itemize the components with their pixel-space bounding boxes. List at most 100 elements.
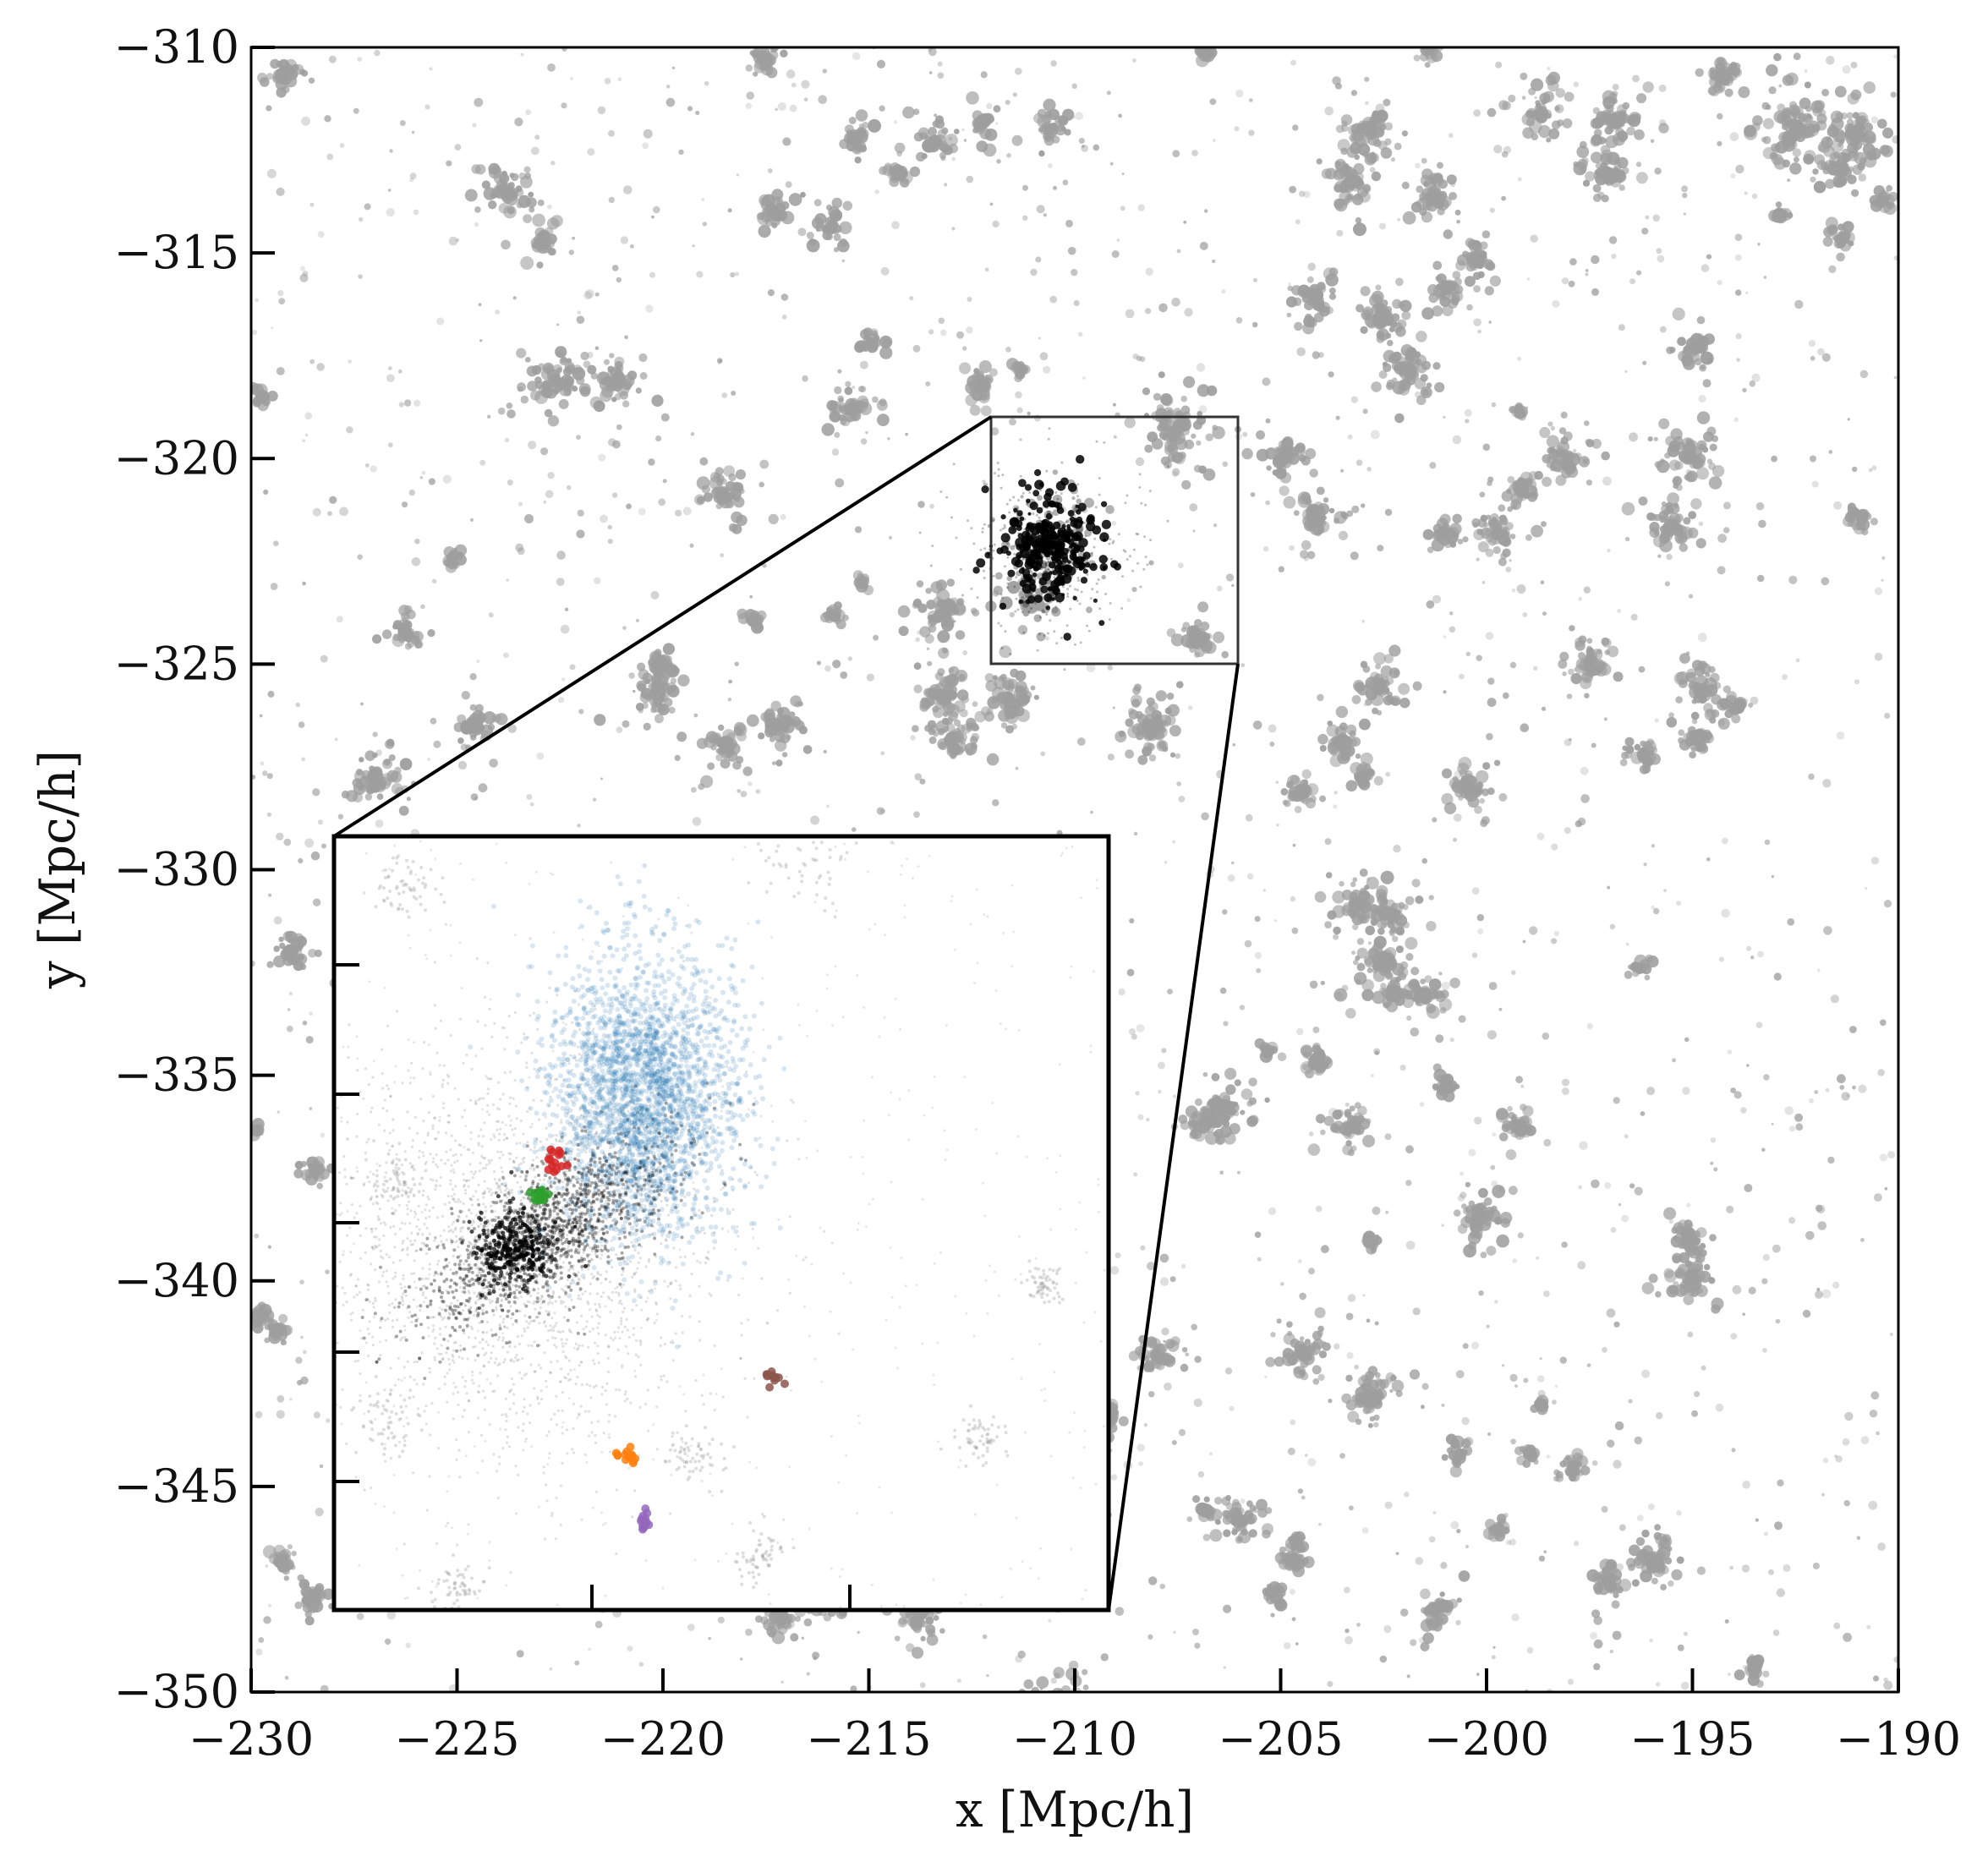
background-particle [1341, 120, 1348, 127]
background-particle [861, 142, 867, 148]
background-particle [927, 660, 933, 666]
background-particle [372, 634, 382, 644]
background-particle [1708, 476, 1722, 490]
background-particle [1441, 1454, 1449, 1461]
background-particle [775, 759, 783, 767]
background-particle [1365, 683, 1371, 689]
background-particle [1015, 670, 1027, 682]
background-particle [1362, 665, 1371, 673]
background-particle [1196, 627, 1206, 638]
background-particle [1446, 1447, 1454, 1454]
background-particle [943, 692, 950, 699]
background-particle [1584, 693, 1590, 698]
background-particle [1505, 1149, 1517, 1160]
background-particle [1282, 799, 1289, 806]
background-particle [1493, 759, 1501, 766]
background-particle [1463, 1207, 1470, 1215]
background-particle [1522, 1105, 1534, 1117]
background-particle [1470, 262, 1479, 271]
background-particle [1691, 719, 1698, 725]
background-particle [528, 206, 535, 213]
background-particle [1301, 769, 1312, 780]
background-particle [707, 762, 715, 770]
background-particle [392, 620, 403, 630]
background-particle [1733, 1669, 1745, 1681]
background-particle [933, 1614, 939, 1621]
background-particle [1319, 745, 1327, 752]
background-particle [1813, 180, 1826, 194]
background-particle [1621, 751, 1629, 759]
background-particle [833, 247, 840, 253]
background-particle [976, 140, 989, 153]
background-particle [668, 706, 676, 715]
background-particle [1851, 189, 1859, 197]
background-particle [481, 180, 491, 189]
background-particle [1551, 120, 1561, 129]
background-particle [1498, 1132, 1509, 1142]
background-particle [898, 1616, 907, 1625]
background-particle [1690, 498, 1702, 510]
background-particle [1398, 682, 1410, 695]
background-particle [1359, 901, 1372, 914]
background-particle [1457, 539, 1464, 545]
background-particle [928, 698, 935, 706]
background-particle [1290, 1544, 1297, 1551]
background-particle [1033, 694, 1039, 700]
background-particle [1465, 1181, 1471, 1188]
background-particle [523, 166, 531, 173]
background-particle [1493, 1216, 1503, 1225]
background-particle [1345, 1140, 1352, 1147]
background-particle [803, 1618, 813, 1627]
background-particle [736, 514, 748, 526]
background-particle [1672, 475, 1683, 486]
background-particle [1329, 754, 1343, 768]
background-particle [1575, 658, 1589, 671]
background-particle [1355, 753, 1361, 759]
background-particle [545, 364, 554, 374]
background-particle [823, 611, 830, 618]
background-particle [257, 391, 268, 402]
background-particle [794, 720, 805, 731]
background-particle [1016, 709, 1031, 722]
background-particle [1003, 679, 1013, 690]
background-particle [753, 71, 759, 77]
background-particle [728, 523, 738, 533]
background-particle [1630, 751, 1644, 764]
background-particle [1266, 1583, 1273, 1590]
background-particle [1694, 358, 1702, 366]
background-particle [939, 1628, 945, 1634]
background-particle [1638, 496, 1648, 506]
background-particle [1016, 695, 1027, 706]
background-particle [1332, 905, 1345, 918]
background-particle [1508, 94, 1516, 103]
background-particle [1402, 904, 1409, 911]
background-particle [1683, 517, 1691, 525]
background-particle [1188, 1122, 1198, 1131]
background-particle [1489, 275, 1501, 287]
background-particle [939, 680, 945, 687]
background-particle [1545, 74, 1557, 86]
background-particle [1297, 495, 1312, 508]
background-particle [1705, 671, 1711, 677]
background-particle [1180, 633, 1194, 648]
background-particle [1203, 1496, 1210, 1503]
background-particle [1473, 1213, 1481, 1221]
background-particle [1312, 1026, 1320, 1033]
background-particle [1182, 622, 1191, 630]
background-particle [547, 415, 560, 427]
background-particle [1480, 1251, 1487, 1258]
background-particle [1299, 784, 1311, 796]
background-particle [978, 360, 992, 374]
background-particle [937, 599, 945, 607]
background-particle [547, 247, 556, 256]
background-particle [397, 634, 404, 642]
background-particle [1428, 978, 1442, 991]
background-particle [1695, 538, 1706, 549]
background-particle [1440, 195, 1452, 208]
background-particle [1484, 286, 1494, 296]
background-particle [1312, 1053, 1318, 1060]
background-particle [1645, 954, 1654, 963]
background-particle [795, 1616, 801, 1622]
background-particle [1525, 109, 1535, 119]
